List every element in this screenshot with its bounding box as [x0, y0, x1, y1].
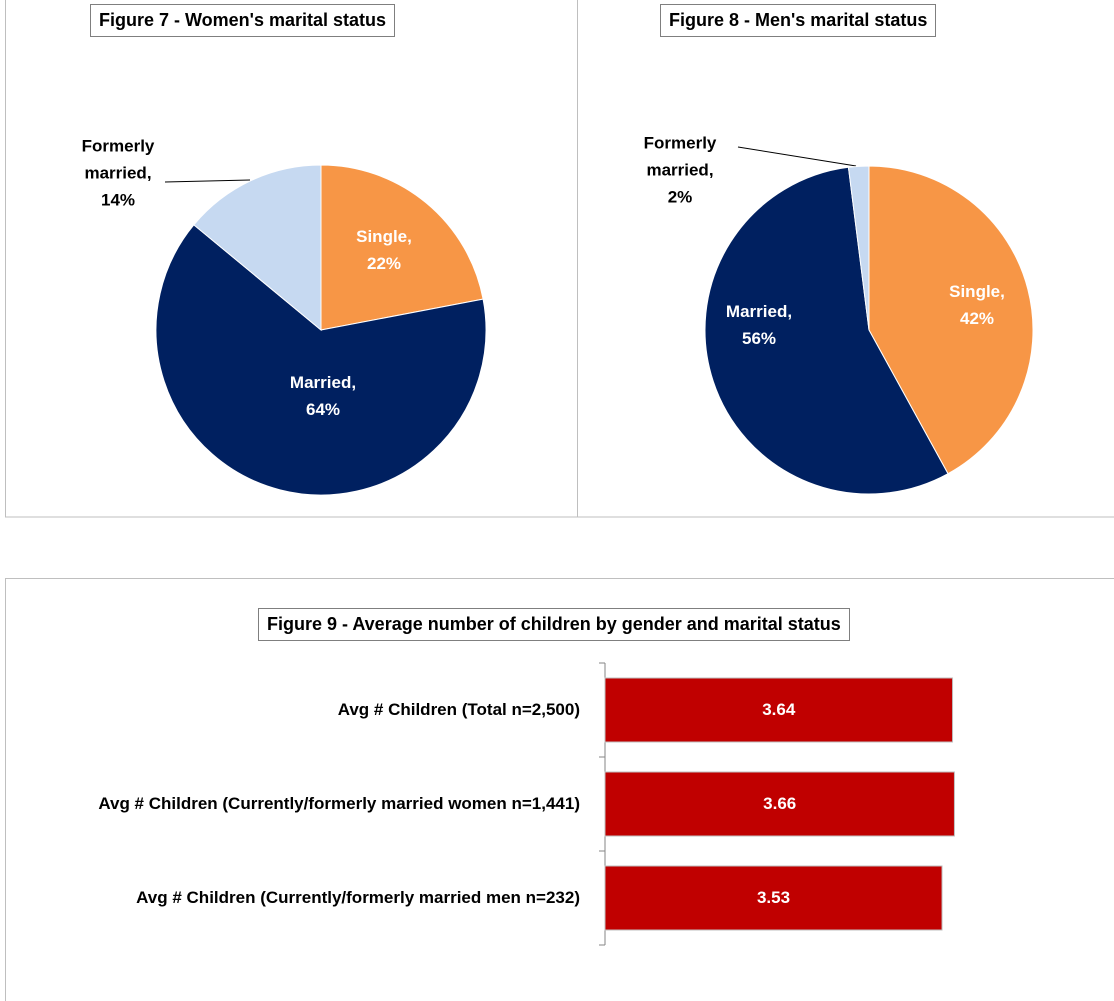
panel-border [5, 578, 1114, 1001]
data-label: Single, 22% [314, 223, 454, 277]
chart-title: Figure 7 - Women's marital status [90, 4, 396, 37]
slice-value: 22% [366, 254, 402, 273]
bar-value-label: 3.53 [756, 888, 791, 907]
slice-name: Married, [289, 373, 357, 392]
leader-line [737, 146, 857, 167]
chart-title: Figure 8 - Men's marital status [660, 4, 937, 37]
leader-line [164, 179, 251, 183]
panel-border [577, 0, 1114, 518]
slice-value: 2% [667, 187, 693, 207]
pie-slice [704, 166, 949, 495]
slice-value: 56% [741, 329, 777, 348]
slice-name: Single, [356, 227, 412, 246]
chart-title: Figure 9 - Average number of children by… [258, 608, 850, 641]
slice-name: Formerly married, [81, 136, 155, 183]
slice-value: 42% [959, 309, 995, 328]
bar-value-label: 3.66 [763, 794, 797, 813]
bar [604, 677, 954, 743]
slice-value: 64% [305, 400, 341, 419]
slice-name: Formerly married, [643, 133, 717, 180]
bar [604, 771, 955, 837]
data-label: Married, 64% [253, 369, 393, 423]
data-label: Formerly married, 2% [630, 130, 730, 211]
category-label: Avg # Children (Total n=2,500) [337, 700, 580, 719]
pie-slice [193, 164, 322, 332]
data-label: Formerly married, 14% [68, 133, 168, 214]
category-label: Avg # Children (Currently/formerly marri… [136, 888, 580, 907]
pie-slice [868, 165, 1034, 475]
data-label: Single, 42% [907, 278, 1047, 332]
pie-slice [155, 224, 487, 496]
pie-slice [320, 164, 484, 331]
category-label: Avg # Children (Currently/formerly marri… [98, 794, 580, 813]
bar [604, 865, 943, 931]
slice-name: Married, [725, 302, 793, 321]
slice-name: Single, [949, 282, 1005, 301]
pie-slice [847, 165, 870, 331]
slice-value: 14% [100, 190, 136, 210]
data-label: Married, 56% [689, 298, 829, 352]
bar-value-label: 3.64 [762, 700, 796, 719]
